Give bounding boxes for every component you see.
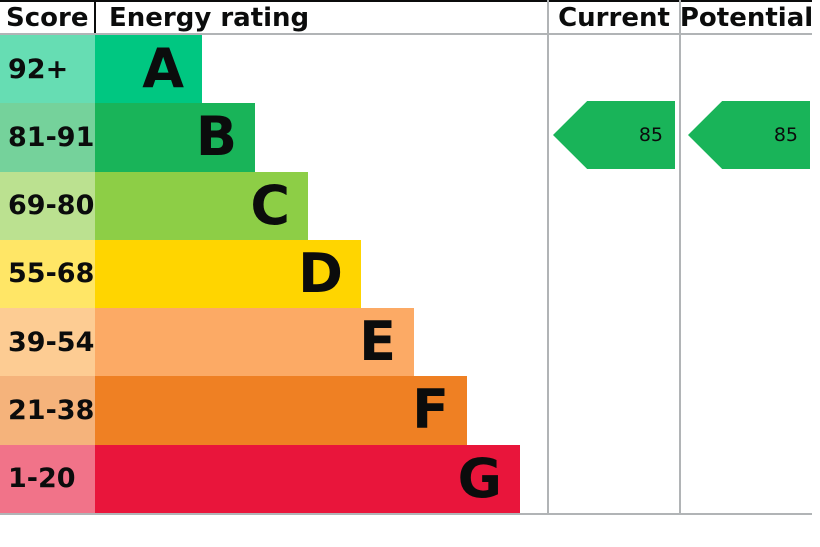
current-column-divider xyxy=(547,0,549,515)
potential-column-header: Potential xyxy=(679,2,814,33)
band-row: 92+ A xyxy=(0,35,812,104)
score-range-cell: 81-91 xyxy=(0,103,95,172)
score-range-cell: 39-54 xyxy=(0,308,95,377)
score-range-cell: 1-20 xyxy=(0,444,95,513)
band-bar: D xyxy=(95,239,361,309)
band-bar: A xyxy=(95,35,202,104)
band-bar: E xyxy=(95,308,414,377)
score-column-divider xyxy=(94,2,96,33)
score-range-cell: 69-80 xyxy=(0,171,95,240)
band-bar: C xyxy=(95,171,308,240)
band-bar: F xyxy=(95,376,467,445)
header-bottom-rule xyxy=(0,33,812,35)
score-column-header: Score xyxy=(6,2,89,33)
band-row: 39-54 E xyxy=(0,308,812,377)
band-rows: 92+ A 81-91 B 69-80 C 55-68 D 39-54 E 21… xyxy=(0,35,812,513)
band-row: 1-20 G xyxy=(0,444,812,513)
band-bar: G xyxy=(95,444,520,513)
score-range-cell: 92+ xyxy=(0,35,95,104)
band-row: 21-38 F xyxy=(0,376,812,445)
current-column-header: Current xyxy=(558,2,670,33)
energy-rating-column-header: Energy rating xyxy=(109,2,310,33)
band-row: 69-80 C xyxy=(0,171,812,240)
band-bar: B xyxy=(95,103,255,172)
table-top-border xyxy=(0,0,812,2)
potential-column-divider xyxy=(679,0,681,515)
score-range-cell: 21-38 xyxy=(0,376,95,445)
table-bottom-rule xyxy=(0,513,812,515)
score-range-cell: 55-68 xyxy=(0,239,95,309)
band-row: 55-68 D xyxy=(0,239,812,309)
band-row: 81-91 B xyxy=(0,103,812,172)
